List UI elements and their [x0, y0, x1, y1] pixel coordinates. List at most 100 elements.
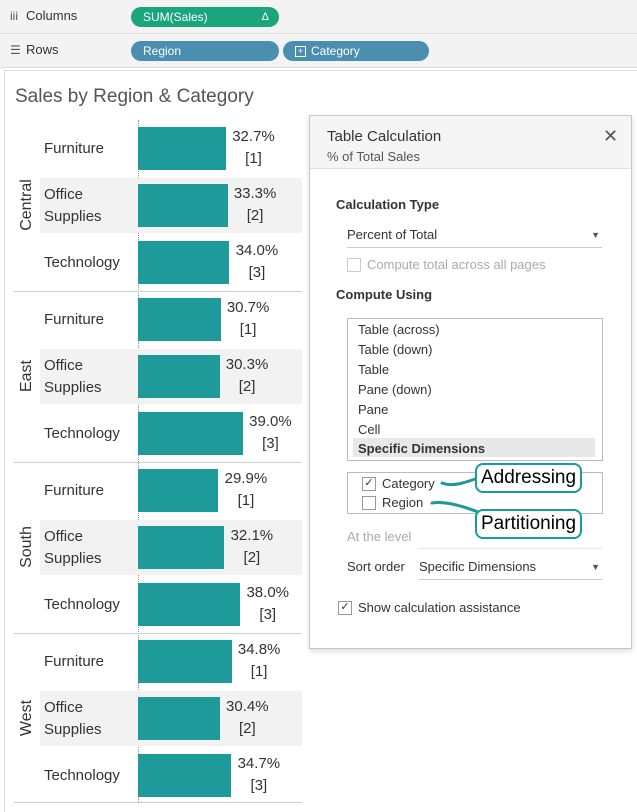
- bar-label-rank: [3]: [259, 606, 277, 623]
- compute-across-checkbox[interactable]: [347, 258, 361, 272]
- at-level-dropdown[interactable]: [419, 528, 602, 549]
- bar-label-rank: [3]: [248, 264, 266, 281]
- bar[interactable]: [138, 697, 220, 740]
- bar-label-pct: 32.7%: [232, 128, 275, 145]
- bar[interactable]: [138, 754, 232, 797]
- category-label-line: Technology: [44, 595, 120, 613]
- compute-option[interactable]: Table (across): [358, 322, 440, 337]
- at-level-label: At the level: [347, 529, 412, 544]
- sort-order-dropdown[interactable]: Specific Dimensions ▼: [419, 559, 602, 580]
- category-label[interactable]: Technology: [44, 765, 120, 787]
- partitioning-annotation: Partitioning: [475, 509, 583, 539]
- region-label[interactable]: East: [18, 359, 35, 392]
- bar-label-pct: 30.3%: [225, 356, 269, 373]
- category-label[interactable]: Office Supplies: [44, 355, 102, 399]
- bar[interactable]: [138, 127, 226, 170]
- bar-label-pct: 34.8%: [237, 641, 281, 658]
- region-divider: [14, 462, 302, 463]
- chevron-down-icon: ▼: [591, 230, 600, 240]
- compute-option-selected[interactable]: Specific Dimensions: [358, 441, 486, 456]
- compute-using-heading: Compute Using: [336, 287, 433, 302]
- bar-label: 39.0% [3]: [243, 411, 298, 455]
- compute-using-list[interactable]: Table (across) Table (down) Table Pane (…: [347, 318, 603, 461]
- category-label[interactable]: Technology: [44, 594, 120, 616]
- bar[interactable]: [138, 241, 230, 284]
- bar-label: 34.8% [1]: [232, 639, 287, 683]
- dimension-category-label: Category: [382, 476, 435, 491]
- region-checkbox[interactable]: [362, 496, 376, 510]
- bar[interactable]: [138, 412, 243, 455]
- compute-option[interactable]: Pane (down): [358, 382, 432, 397]
- dimension-list[interactable]: ✓ Category Region: [347, 472, 603, 514]
- category-label-line: Technology: [44, 766, 120, 784]
- bar-label-rank: [3]: [250, 777, 268, 794]
- panel-header: [310, 116, 631, 169]
- rows-shelf[interactable]: ☰ Rows Region + Category: [0, 34, 637, 68]
- columns-shelf[interactable]: iii Columns SUM(Sales) Δ: [0, 0, 637, 34]
- bar-label-rank: [2]: [246, 207, 264, 224]
- category-label-line: Supplies: [44, 549, 102, 567]
- category-label[interactable]: Office Supplies: [44, 697, 102, 741]
- category-label-line: Supplies: [44, 207, 102, 225]
- viz-area: [4, 70, 637, 812]
- bar-label-pct: 33.3%: [233, 185, 277, 202]
- region-label[interactable]: South: [18, 525, 35, 568]
- sum-sales-pill[interactable]: SUM(Sales) Δ: [131, 7, 279, 27]
- category-label-line: Technology: [44, 424, 120, 442]
- columns-shelf-label: iii Columns: [10, 8, 78, 23]
- bar[interactable]: [138, 526, 225, 569]
- close-icon[interactable]: ✕: [603, 126, 619, 146]
- bar-label: 38.0% [3]: [240, 582, 295, 626]
- category-label[interactable]: Furniture: [44, 309, 104, 331]
- bar-label-pct: 29.9%: [224, 470, 268, 487]
- bar-label-rank: [2]: [238, 720, 256, 737]
- zero-axis-line: [138, 120, 139, 802]
- compute-option[interactable]: Pane: [358, 402, 389, 417]
- bar-label-pct: 39.0%: [249, 413, 292, 430]
- compute-option[interactable]: Cell: [358, 422, 381, 437]
- compute-option[interactable]: Table (down): [358, 342, 433, 357]
- panel-subtitle: % of Total Sales: [327, 149, 420, 164]
- bar[interactable]: [138, 640, 232, 683]
- chevron-down-icon: ▼: [591, 562, 600, 572]
- sort-order-label: Sort order: [347, 559, 405, 574]
- category-label-line: Office: [44, 356, 83, 374]
- table-calc-delta-icon: Δ: [261, 11, 269, 23]
- compute-across-label: Compute total across all pages: [367, 257, 546, 272]
- category-label-line: Supplies: [44, 378, 102, 396]
- category-label[interactable]: Furniture: [44, 138, 104, 160]
- sheet-title: Sales by Region & Category: [15, 86, 254, 107]
- calc-type-dropdown[interactable]: Percent of Total ▼: [347, 227, 602, 248]
- category-checkbox[interactable]: ✓: [362, 477, 376, 491]
- bar[interactable]: [138, 583, 241, 626]
- category-label[interactable]: Office Supplies: [44, 184, 102, 228]
- category-label[interactable]: Technology: [44, 252, 120, 274]
- bar-label-rank: [1]: [245, 150, 262, 167]
- bar-label-pct: 30.4%: [226, 698, 269, 715]
- bar[interactable]: [138, 184, 228, 227]
- category-label[interactable]: Furniture: [44, 480, 104, 502]
- category-label[interactable]: Technology: [44, 423, 120, 445]
- region-pill[interactable]: Region: [131, 41, 279, 61]
- category-label[interactable]: Office Supplies: [44, 526, 102, 570]
- category-pill[interactable]: + Category: [283, 41, 429, 61]
- bar-label-rank: [1]: [237, 492, 255, 509]
- bar-label-pct: 30.7%: [226, 299, 270, 316]
- bar-label: 33.3% [2]: [228, 183, 283, 227]
- compute-option[interactable]: Table: [358, 362, 390, 377]
- region-divider: [14, 291, 302, 292]
- chart-bottom-divider: [14, 802, 302, 803]
- bar-label: 32.7% [1]: [226, 126, 281, 170]
- bar-label: 34.7% [3]: [231, 753, 286, 797]
- region-label[interactable]: Central: [18, 178, 35, 231]
- bar-label-rank: [2]: [243, 549, 261, 566]
- category-label[interactable]: Furniture: [44, 651, 104, 673]
- region-label[interactable]: West: [18, 699, 35, 736]
- show-assist-checkbox[interactable]: ✓: [338, 601, 352, 615]
- bar-label-pct: 38.0%: [246, 584, 290, 601]
- bar-label: 30.7% [1]: [221, 297, 276, 341]
- bar[interactable]: [138, 298, 221, 341]
- selected-highlight: [353, 438, 595, 457]
- bar[interactable]: [138, 469, 219, 512]
- bar[interactable]: [138, 355, 220, 398]
